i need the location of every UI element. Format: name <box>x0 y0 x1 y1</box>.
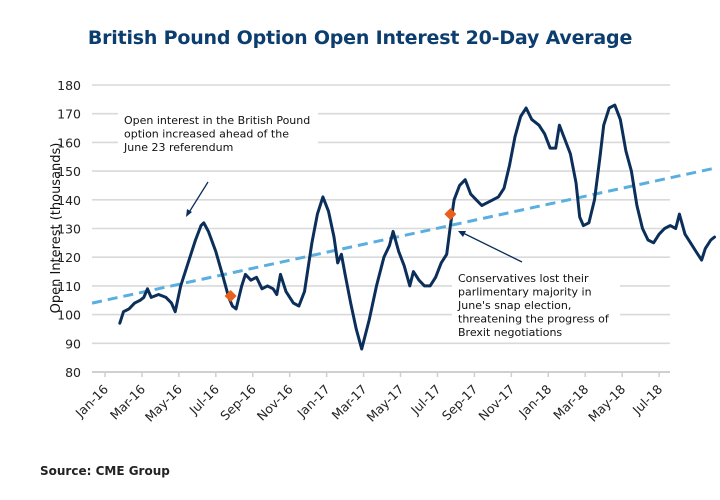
markers-group <box>224 208 457 302</box>
annotation-referendum-line: Open interest in the British Pound <box>124 114 310 127</box>
annotation-election-line: parlimentary majority in <box>458 286 592 299</box>
x-tick-label: Sep-16 <box>217 381 259 423</box>
y-tick-label: 130 <box>57 222 81 237</box>
chart-title: British Pound Option Open Interest 20-Da… <box>87 27 633 49</box>
y-tick-label: 90 <box>65 336 81 351</box>
y-tick-label: 180 <box>57 78 81 93</box>
annotation-arrow-shaft <box>187 181 209 215</box>
annotation-arrow-shaft <box>462 232 523 263</box>
x-tick-label: May-18 <box>585 381 628 424</box>
x-tick-label: Mar-17 <box>329 382 370 423</box>
annotation-bg <box>452 270 620 340</box>
arrow-head-icon <box>186 209 192 217</box>
x-tick-label: Sep-17 <box>439 382 481 424</box>
annotation-election-line: June's snap election, <box>457 299 571 312</box>
x-tick-label: Jul-18 <box>629 381 665 417</box>
y-axis-ticks: 80 90 100 110 120 130 140 150 160 170 180 <box>57 78 81 380</box>
arrow-head-icon <box>458 231 466 237</box>
y-tick-label: 140 <box>57 193 81 208</box>
x-tick-label: May-17 <box>363 382 406 425</box>
annotation-referendum-line: June 23 referendum <box>123 141 233 154</box>
x-tick-label: Jan-18 <box>515 381 554 420</box>
y-tick-label: 100 <box>57 308 81 323</box>
x-tick-label: Mar-18 <box>550 381 591 422</box>
y-tick-label: 150 <box>57 164 81 179</box>
x-tick-label: Nov-17 <box>475 382 517 424</box>
event-marker <box>444 208 457 221</box>
annotation-bg <box>118 111 318 159</box>
event-marker <box>224 289 237 302</box>
x-tick-label: Jan-17 <box>293 382 332 421</box>
x-tick-label: Nov-16 <box>254 381 296 423</box>
annotation-election-line: Conservatives lost their <box>458 272 589 285</box>
x-tick-label: Mar-16 <box>107 381 148 422</box>
y-tick-label: 170 <box>57 107 81 122</box>
x-tick-label: May-16 <box>142 381 185 424</box>
series-group <box>91 103 716 351</box>
y-tick-label: 110 <box>57 279 81 294</box>
annotation-referendum-line: option increased ahead of the <box>124 128 289 141</box>
open-interest-line <box>118 103 716 351</box>
annotations-group: Open interest in the British Poundoption… <box>118 111 620 340</box>
annotation-election-line: Brexit negotiations <box>458 326 562 339</box>
annotation-election-line: threatening the progress of <box>458 313 610 326</box>
source-note: Source: CME Group <box>40 464 170 478</box>
trend-line <box>91 166 715 305</box>
y-tick-label: 160 <box>57 135 81 150</box>
y-axis-label: Open Interest (thousands) <box>49 143 64 314</box>
x-tick-label: Jan-16 <box>72 381 111 420</box>
y-tick-label: 120 <box>57 250 81 265</box>
y-tick-label: 80 <box>65 365 81 380</box>
